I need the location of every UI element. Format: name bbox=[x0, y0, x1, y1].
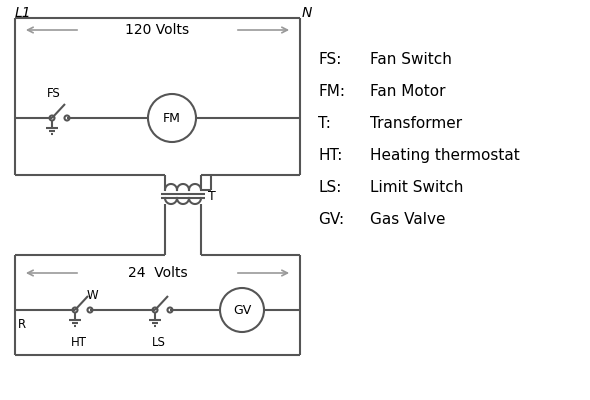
Circle shape bbox=[220, 288, 264, 332]
Text: LS:: LS: bbox=[318, 180, 342, 195]
Circle shape bbox=[87, 308, 93, 312]
Text: HT:: HT: bbox=[318, 148, 342, 163]
Circle shape bbox=[50, 116, 54, 120]
Text: LS: LS bbox=[152, 336, 166, 349]
Text: T:: T: bbox=[318, 116, 331, 131]
Text: Transformer: Transformer bbox=[370, 116, 462, 131]
Text: N: N bbox=[302, 6, 312, 20]
Text: R: R bbox=[18, 318, 26, 331]
Text: W: W bbox=[87, 289, 99, 302]
Text: GV: GV bbox=[233, 304, 251, 316]
Circle shape bbox=[168, 308, 172, 312]
Circle shape bbox=[73, 308, 77, 312]
Text: GV:: GV: bbox=[318, 212, 344, 227]
Text: Heating thermostat: Heating thermostat bbox=[370, 148, 520, 163]
Text: Fan Motor: Fan Motor bbox=[370, 84, 445, 99]
Circle shape bbox=[148, 94, 196, 142]
Text: 24  Volts: 24 Volts bbox=[127, 266, 187, 280]
Text: Limit Switch: Limit Switch bbox=[370, 180, 463, 195]
Text: FS: FS bbox=[47, 87, 61, 100]
Text: Fan Switch: Fan Switch bbox=[370, 52, 452, 67]
Text: HT: HT bbox=[71, 336, 87, 349]
Text: FS:: FS: bbox=[318, 52, 342, 67]
Text: Gas Valve: Gas Valve bbox=[370, 212, 445, 227]
Circle shape bbox=[64, 116, 70, 120]
Text: 120 Volts: 120 Volts bbox=[126, 23, 189, 37]
Circle shape bbox=[152, 308, 158, 312]
Text: L1: L1 bbox=[15, 6, 32, 20]
Text: FM:: FM: bbox=[318, 84, 345, 99]
Text: T: T bbox=[208, 190, 216, 202]
Text: FM: FM bbox=[163, 112, 181, 124]
